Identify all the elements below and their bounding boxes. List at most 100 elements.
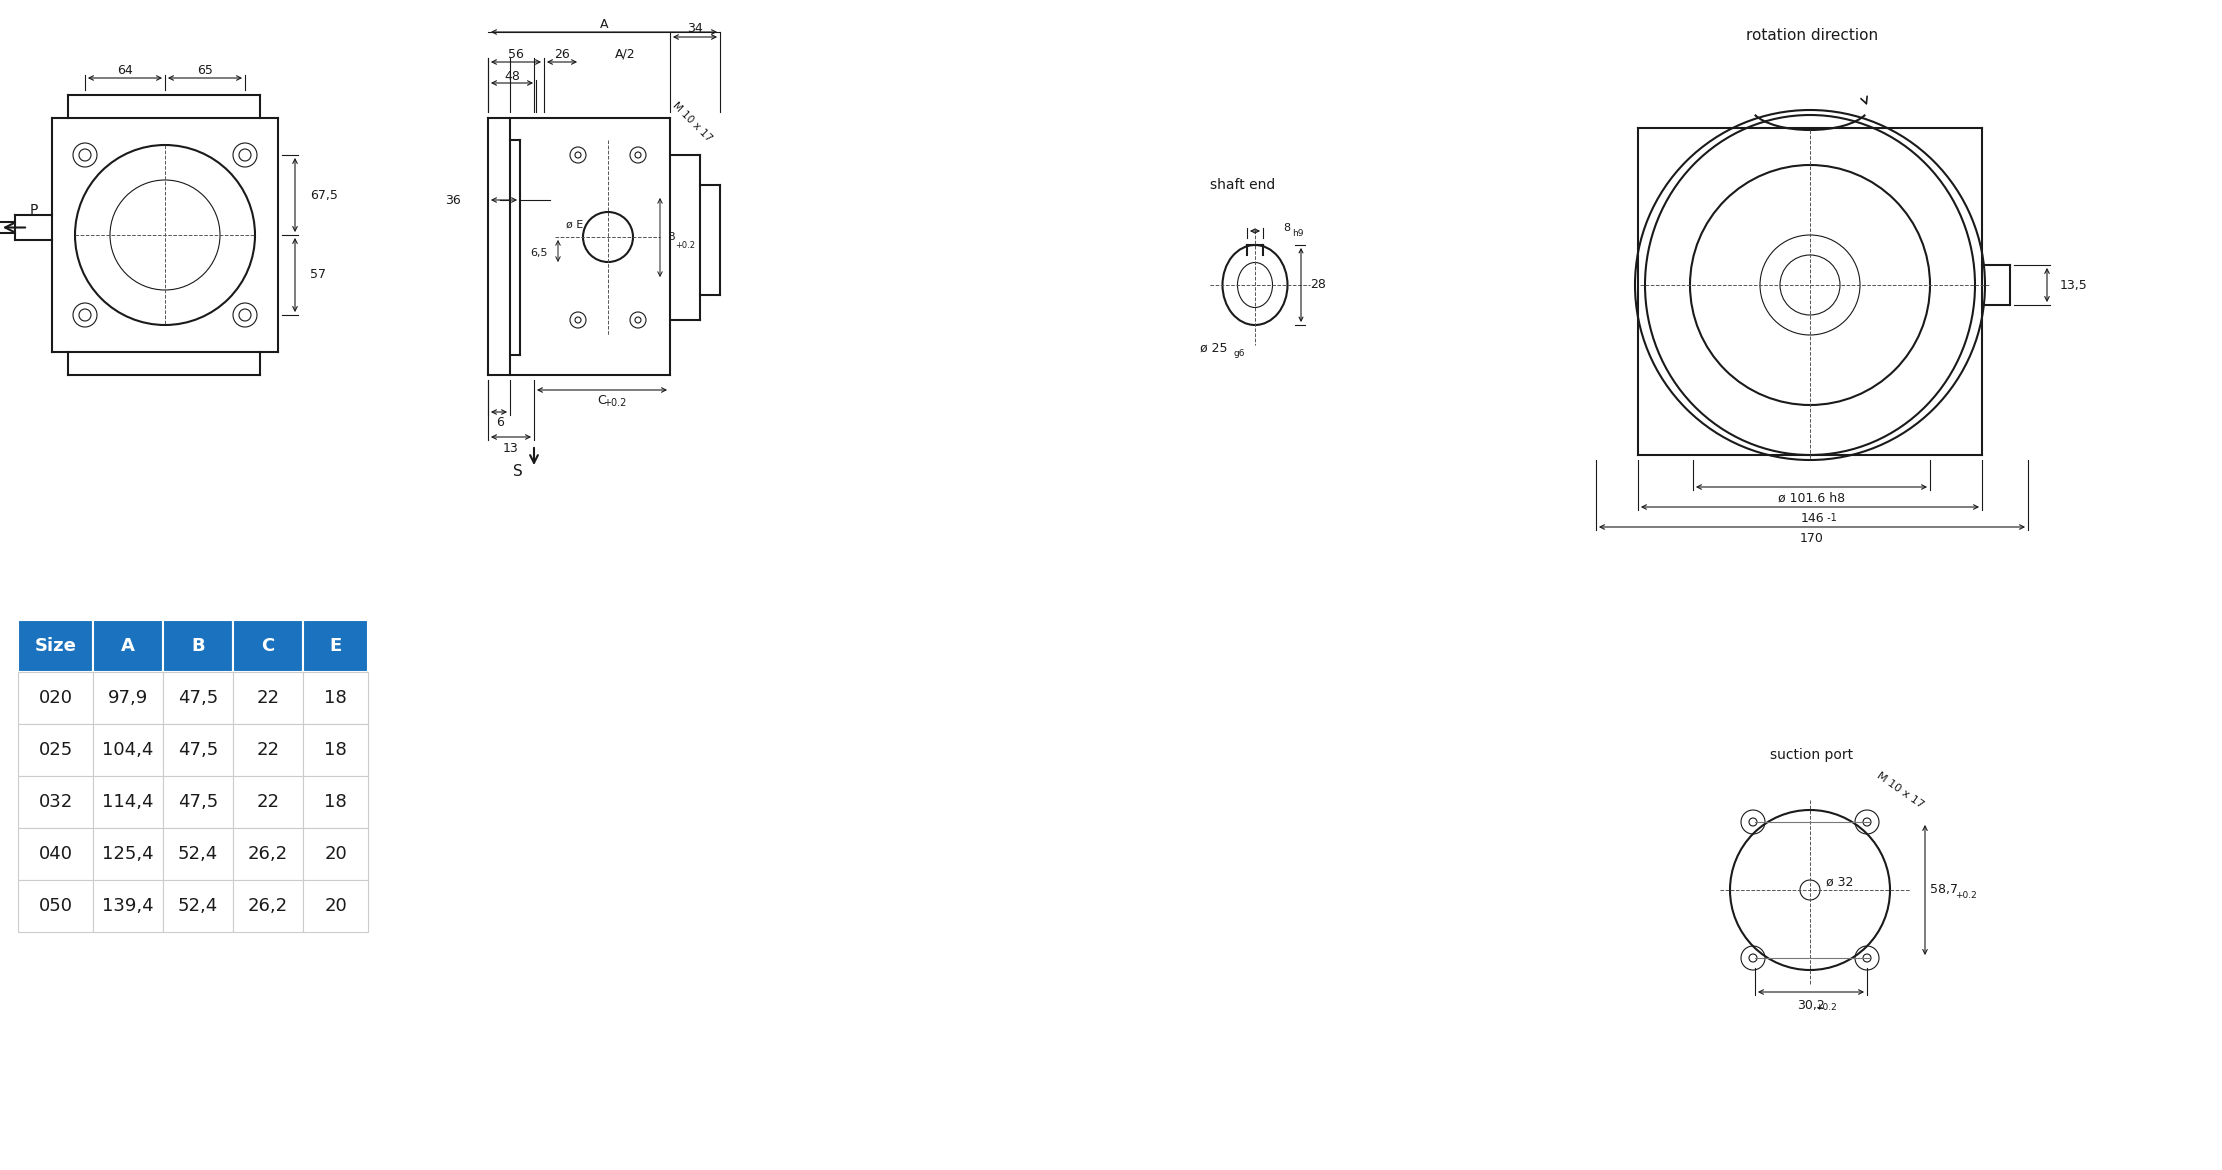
Bar xyxy=(233,724,302,776)
Text: 146: 146 xyxy=(1800,511,1824,524)
Text: +0.2: +0.2 xyxy=(675,241,695,249)
Bar xyxy=(233,828,302,880)
Bar xyxy=(162,776,233,828)
Bar xyxy=(18,620,93,672)
Bar xyxy=(18,672,93,724)
Text: 64: 64 xyxy=(118,63,133,76)
Text: C: C xyxy=(598,393,607,406)
Text: 26: 26 xyxy=(553,48,569,61)
Text: 28: 28 xyxy=(1311,278,1327,291)
Text: h9: h9 xyxy=(1291,228,1304,238)
Text: 13: 13 xyxy=(502,441,520,454)
Text: A/2: A/2 xyxy=(615,48,635,61)
Text: 18: 18 xyxy=(324,741,347,759)
Bar xyxy=(18,724,93,776)
Text: 97,9: 97,9 xyxy=(109,689,149,707)
Bar xyxy=(302,672,369,724)
Text: 050: 050 xyxy=(38,897,73,915)
Text: 170: 170 xyxy=(1800,531,1824,544)
Text: 025: 025 xyxy=(38,741,73,759)
Bar xyxy=(93,776,162,828)
Text: 20: 20 xyxy=(324,845,347,863)
Text: 125,4: 125,4 xyxy=(102,845,153,863)
Text: rotation direction: rotation direction xyxy=(1746,28,1878,42)
Bar xyxy=(93,620,162,672)
Text: M 10 x 17: M 10 x 17 xyxy=(1875,770,1924,810)
Bar xyxy=(162,724,233,776)
Text: 26,2: 26,2 xyxy=(249,845,289,863)
Text: 34: 34 xyxy=(687,21,702,34)
Bar xyxy=(162,672,233,724)
Text: P: P xyxy=(31,204,38,216)
Bar xyxy=(18,776,93,828)
Text: 6: 6 xyxy=(496,417,504,429)
Text: +0.2: +0.2 xyxy=(1815,1004,1838,1012)
Text: 47,5: 47,5 xyxy=(178,689,218,707)
Text: A: A xyxy=(120,636,136,655)
Text: 114,4: 114,4 xyxy=(102,793,153,811)
Text: g6: g6 xyxy=(1233,349,1244,358)
Text: 30,2: 30,2 xyxy=(1798,998,1824,1012)
Text: 18: 18 xyxy=(324,689,347,707)
Text: 22: 22 xyxy=(256,793,280,811)
Text: 36: 36 xyxy=(444,193,460,206)
Bar xyxy=(233,672,302,724)
Bar xyxy=(93,724,162,776)
Bar xyxy=(233,880,302,932)
Text: Size: Size xyxy=(36,636,76,655)
Text: 67,5: 67,5 xyxy=(311,188,338,201)
Text: 58,7: 58,7 xyxy=(1931,883,1958,896)
Text: 18: 18 xyxy=(324,793,347,811)
Text: 032: 032 xyxy=(38,793,73,811)
Bar xyxy=(18,880,93,932)
Text: 6,5: 6,5 xyxy=(531,248,549,259)
Text: 22: 22 xyxy=(256,689,280,707)
Text: M 10 x 17: M 10 x 17 xyxy=(671,101,713,144)
Text: 20: 20 xyxy=(324,897,347,915)
Text: 22: 22 xyxy=(256,741,280,759)
Bar xyxy=(302,776,369,828)
Bar xyxy=(302,620,369,672)
Text: 26,2: 26,2 xyxy=(249,897,289,915)
Text: 13,5: 13,5 xyxy=(2060,278,2089,291)
Text: 48: 48 xyxy=(504,69,520,83)
Text: 52,4: 52,4 xyxy=(178,845,218,863)
Text: shaft end: shaft end xyxy=(1211,178,1275,192)
Bar xyxy=(302,724,369,776)
Bar xyxy=(93,828,162,880)
Bar xyxy=(233,620,302,672)
Text: ø 101.6 h8: ø 101.6 h8 xyxy=(1778,491,1846,504)
Bar xyxy=(302,880,369,932)
Text: 57: 57 xyxy=(311,268,327,282)
Text: suction port: suction port xyxy=(1771,748,1853,762)
Text: ø 32: ø 32 xyxy=(1826,875,1853,888)
Text: E: E xyxy=(329,636,342,655)
Bar xyxy=(162,620,233,672)
Bar xyxy=(93,880,162,932)
Text: C: C xyxy=(262,636,276,655)
Bar xyxy=(162,880,233,932)
Text: 65: 65 xyxy=(198,63,213,76)
Bar xyxy=(233,776,302,828)
Text: S: S xyxy=(513,464,522,480)
Text: ø 25: ø 25 xyxy=(1200,342,1227,355)
Bar xyxy=(18,828,93,880)
Text: 52,4: 52,4 xyxy=(178,897,218,915)
Text: 56: 56 xyxy=(509,48,524,61)
Text: 139,4: 139,4 xyxy=(102,897,153,915)
Bar xyxy=(162,828,233,880)
Text: +0.2: +0.2 xyxy=(604,398,627,408)
Text: A: A xyxy=(600,18,609,30)
Text: 104,4: 104,4 xyxy=(102,741,153,759)
Text: ø E: ø E xyxy=(567,220,584,230)
Text: B: B xyxy=(669,232,675,242)
Text: 020: 020 xyxy=(38,689,73,707)
Text: -1: -1 xyxy=(1824,512,1835,523)
Text: 040: 040 xyxy=(38,845,73,863)
Bar xyxy=(93,672,162,724)
Text: 47,5: 47,5 xyxy=(178,741,218,759)
Text: +0.2: +0.2 xyxy=(1955,892,1978,901)
Text: 8: 8 xyxy=(1282,223,1291,233)
Text: B: B xyxy=(191,636,204,655)
Bar xyxy=(302,828,369,880)
